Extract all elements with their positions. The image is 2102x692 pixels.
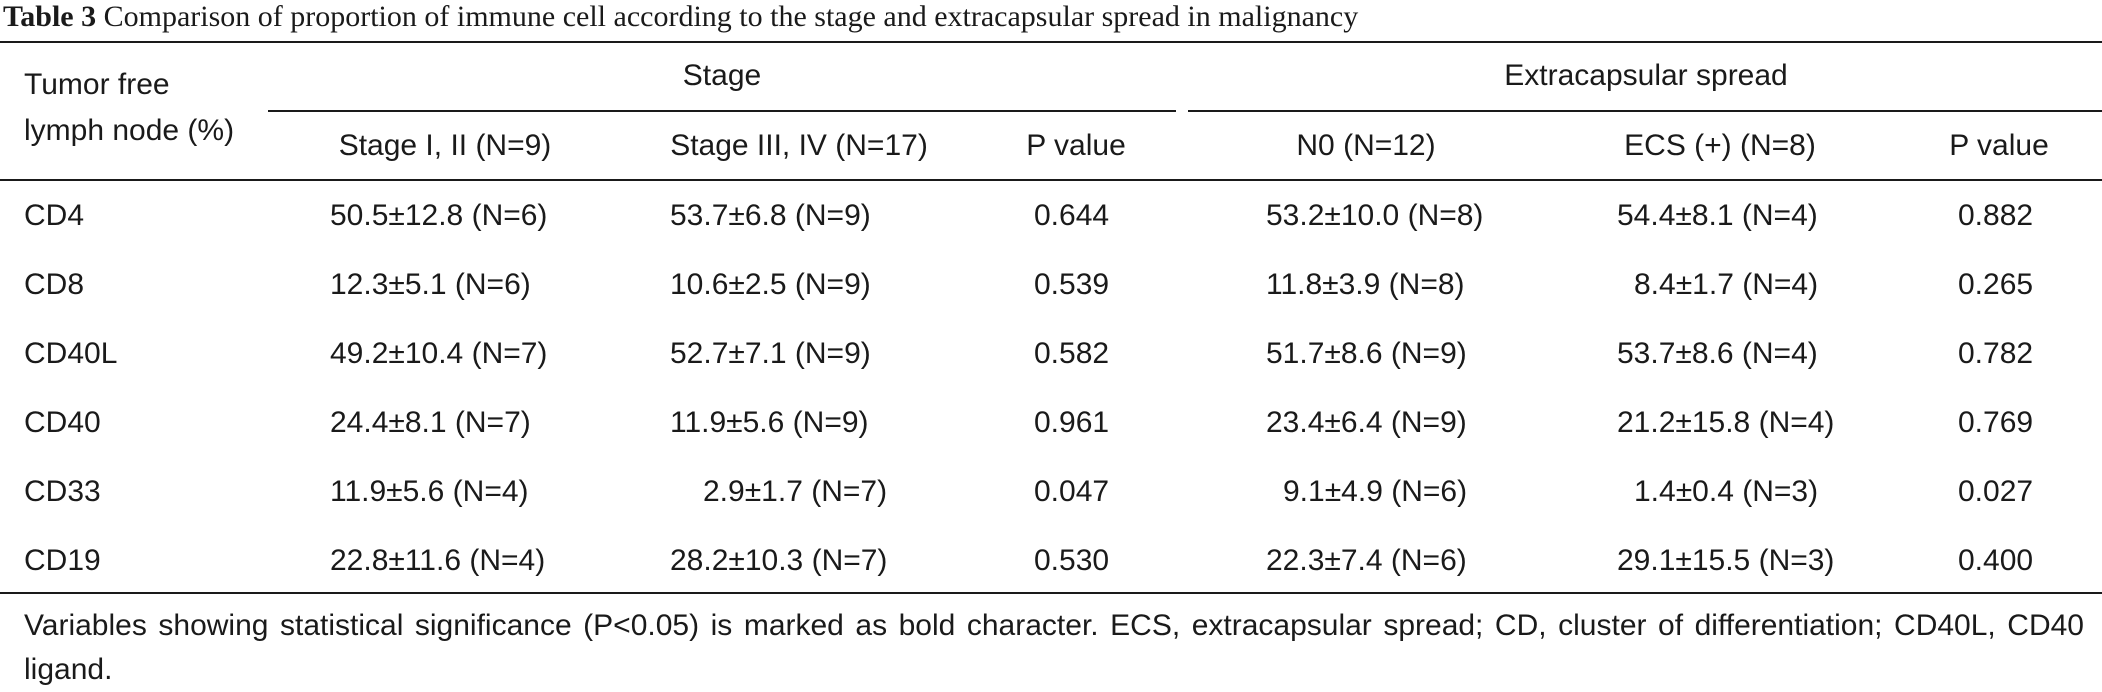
column-header-stage-1-2: Stage I, II (N=9)	[338, 129, 552, 162]
top-rule	[0, 41, 2102, 43]
column-header-p-value-stage: P value	[1026, 129, 1126, 162]
stage-group-rule	[268, 110, 1176, 112]
row-marker: CD40	[24, 406, 101, 439]
cell-p-value-stage: 0.047	[1034, 475, 1110, 508]
ecs-group-rule	[1188, 110, 2102, 112]
row-marker: CD8	[24, 268, 85, 301]
cell-p-value-stage: 0.961	[1034, 406, 1110, 439]
cell-ecs-positive: 21.2±15.8 (N=4)	[1617, 406, 1835, 439]
cell-p-value-ecs: 0.400	[1958, 544, 2034, 577]
bottom-rule	[0, 592, 2102, 594]
cell-ecs-positive: 1.4±0.4 (N=3)	[1634, 475, 1819, 508]
cell-stage-3-4: 53.7±6.8 (N=9)	[670, 199, 871, 232]
cell-n0: 11.8±3.9 (N=8)	[1266, 268, 1465, 301]
row-marker: CD19	[24, 544, 101, 577]
cell-ecs-positive: 8.4±1.7 (N=4)	[1634, 268, 1819, 301]
cell-stage-1-2: 22.8±11.6 (N=4)	[330, 544, 546, 577]
cell-p-value-ecs: 0.782	[1958, 337, 2034, 370]
cell-n0: 53.2±10.0 (N=8)	[1266, 199, 1484, 232]
row-marker: CD4	[24, 199, 85, 232]
table-caption: Table 3 Comparison of proportion of immu…	[3, 0, 1358, 34]
cell-stage-1-2: 49.2±10.4 (N=7)	[330, 337, 548, 370]
cell-stage-3-4: 28.2±10.3 (N=7)	[670, 544, 888, 577]
column-header-stage-3-4: Stage III, IV (N=17)	[670, 129, 928, 162]
cell-ecs-positive: 29.1±15.5 (N=3)	[1617, 544, 1835, 577]
cell-p-value-stage: 0.539	[1034, 268, 1110, 301]
cell-stage-1-2: 12.3±5.1 (N=6)	[330, 268, 531, 301]
cell-n0: 51.7±8.6 (N=9)	[1266, 337, 1467, 370]
cell-ecs-positive: 54.4±8.1 (N=4)	[1617, 199, 1818, 232]
column-header-n0: N0 (N=12)	[1296, 129, 1436, 162]
cell-p-value-stage: 0.530	[1034, 544, 1110, 577]
cell-stage-3-4: 52.7±7.1 (N=9)	[670, 337, 871, 370]
cell-stage-3-4: 2.9±1.7 (N=7)	[703, 475, 888, 508]
cell-stage-1-2: 50.5±12.8 (N=6)	[330, 199, 548, 232]
cell-n0: 22.3±7.4 (N=6)	[1266, 544, 1467, 577]
column-header-p-value-ecs: P value	[1949, 129, 2049, 162]
cell-stage-3-4: 11.9±5.6 (N=9)	[670, 406, 869, 439]
table-number: Table 3	[3, 0, 97, 33]
cell-p-value-stage: 0.644	[1034, 199, 1110, 232]
cell-stage-1-2: 11.9±5.6 (N=4)	[330, 475, 529, 508]
row-label-header-line1: Tumor free	[24, 68, 170, 101]
cell-p-value-ecs: 0.769	[1958, 406, 2034, 439]
row-label-header-line2: lymph node (%)	[24, 114, 235, 147]
header-rule	[0, 179, 2102, 181]
cell-p-value-stage: 0.582	[1034, 337, 1110, 370]
row-marker: CD33	[24, 475, 101, 508]
cell-n0: 23.4±6.4 (N=9)	[1266, 406, 1467, 439]
cell-p-value-ecs: 0.265	[1958, 268, 2034, 301]
row-marker: CD40L	[24, 337, 118, 370]
table-title: Comparison of proportion of immune cell …	[103, 0, 1359, 33]
cell-stage-3-4: 10.6±2.5 (N=9)	[670, 268, 871, 301]
cell-ecs-positive: 53.7±8.6 (N=4)	[1617, 337, 1818, 370]
table-footnote: Variables showing statistical significan…	[24, 609, 2084, 686]
group-header-stage: Stage	[682, 59, 762, 92]
cell-n0: 9.1±4.9 (N=6)	[1283, 475, 1468, 508]
group-header-ecs: Extracapsular spread	[1504, 59, 1788, 92]
cell-p-value-ecs: 0.027	[1958, 475, 2034, 508]
column-header-ecs-positive: ECS (+) (N=8)	[1624, 129, 1816, 162]
cell-stage-1-2: 24.4±8.1 (N=7)	[330, 406, 531, 439]
cell-p-value-ecs: 0.882	[1958, 199, 2034, 232]
